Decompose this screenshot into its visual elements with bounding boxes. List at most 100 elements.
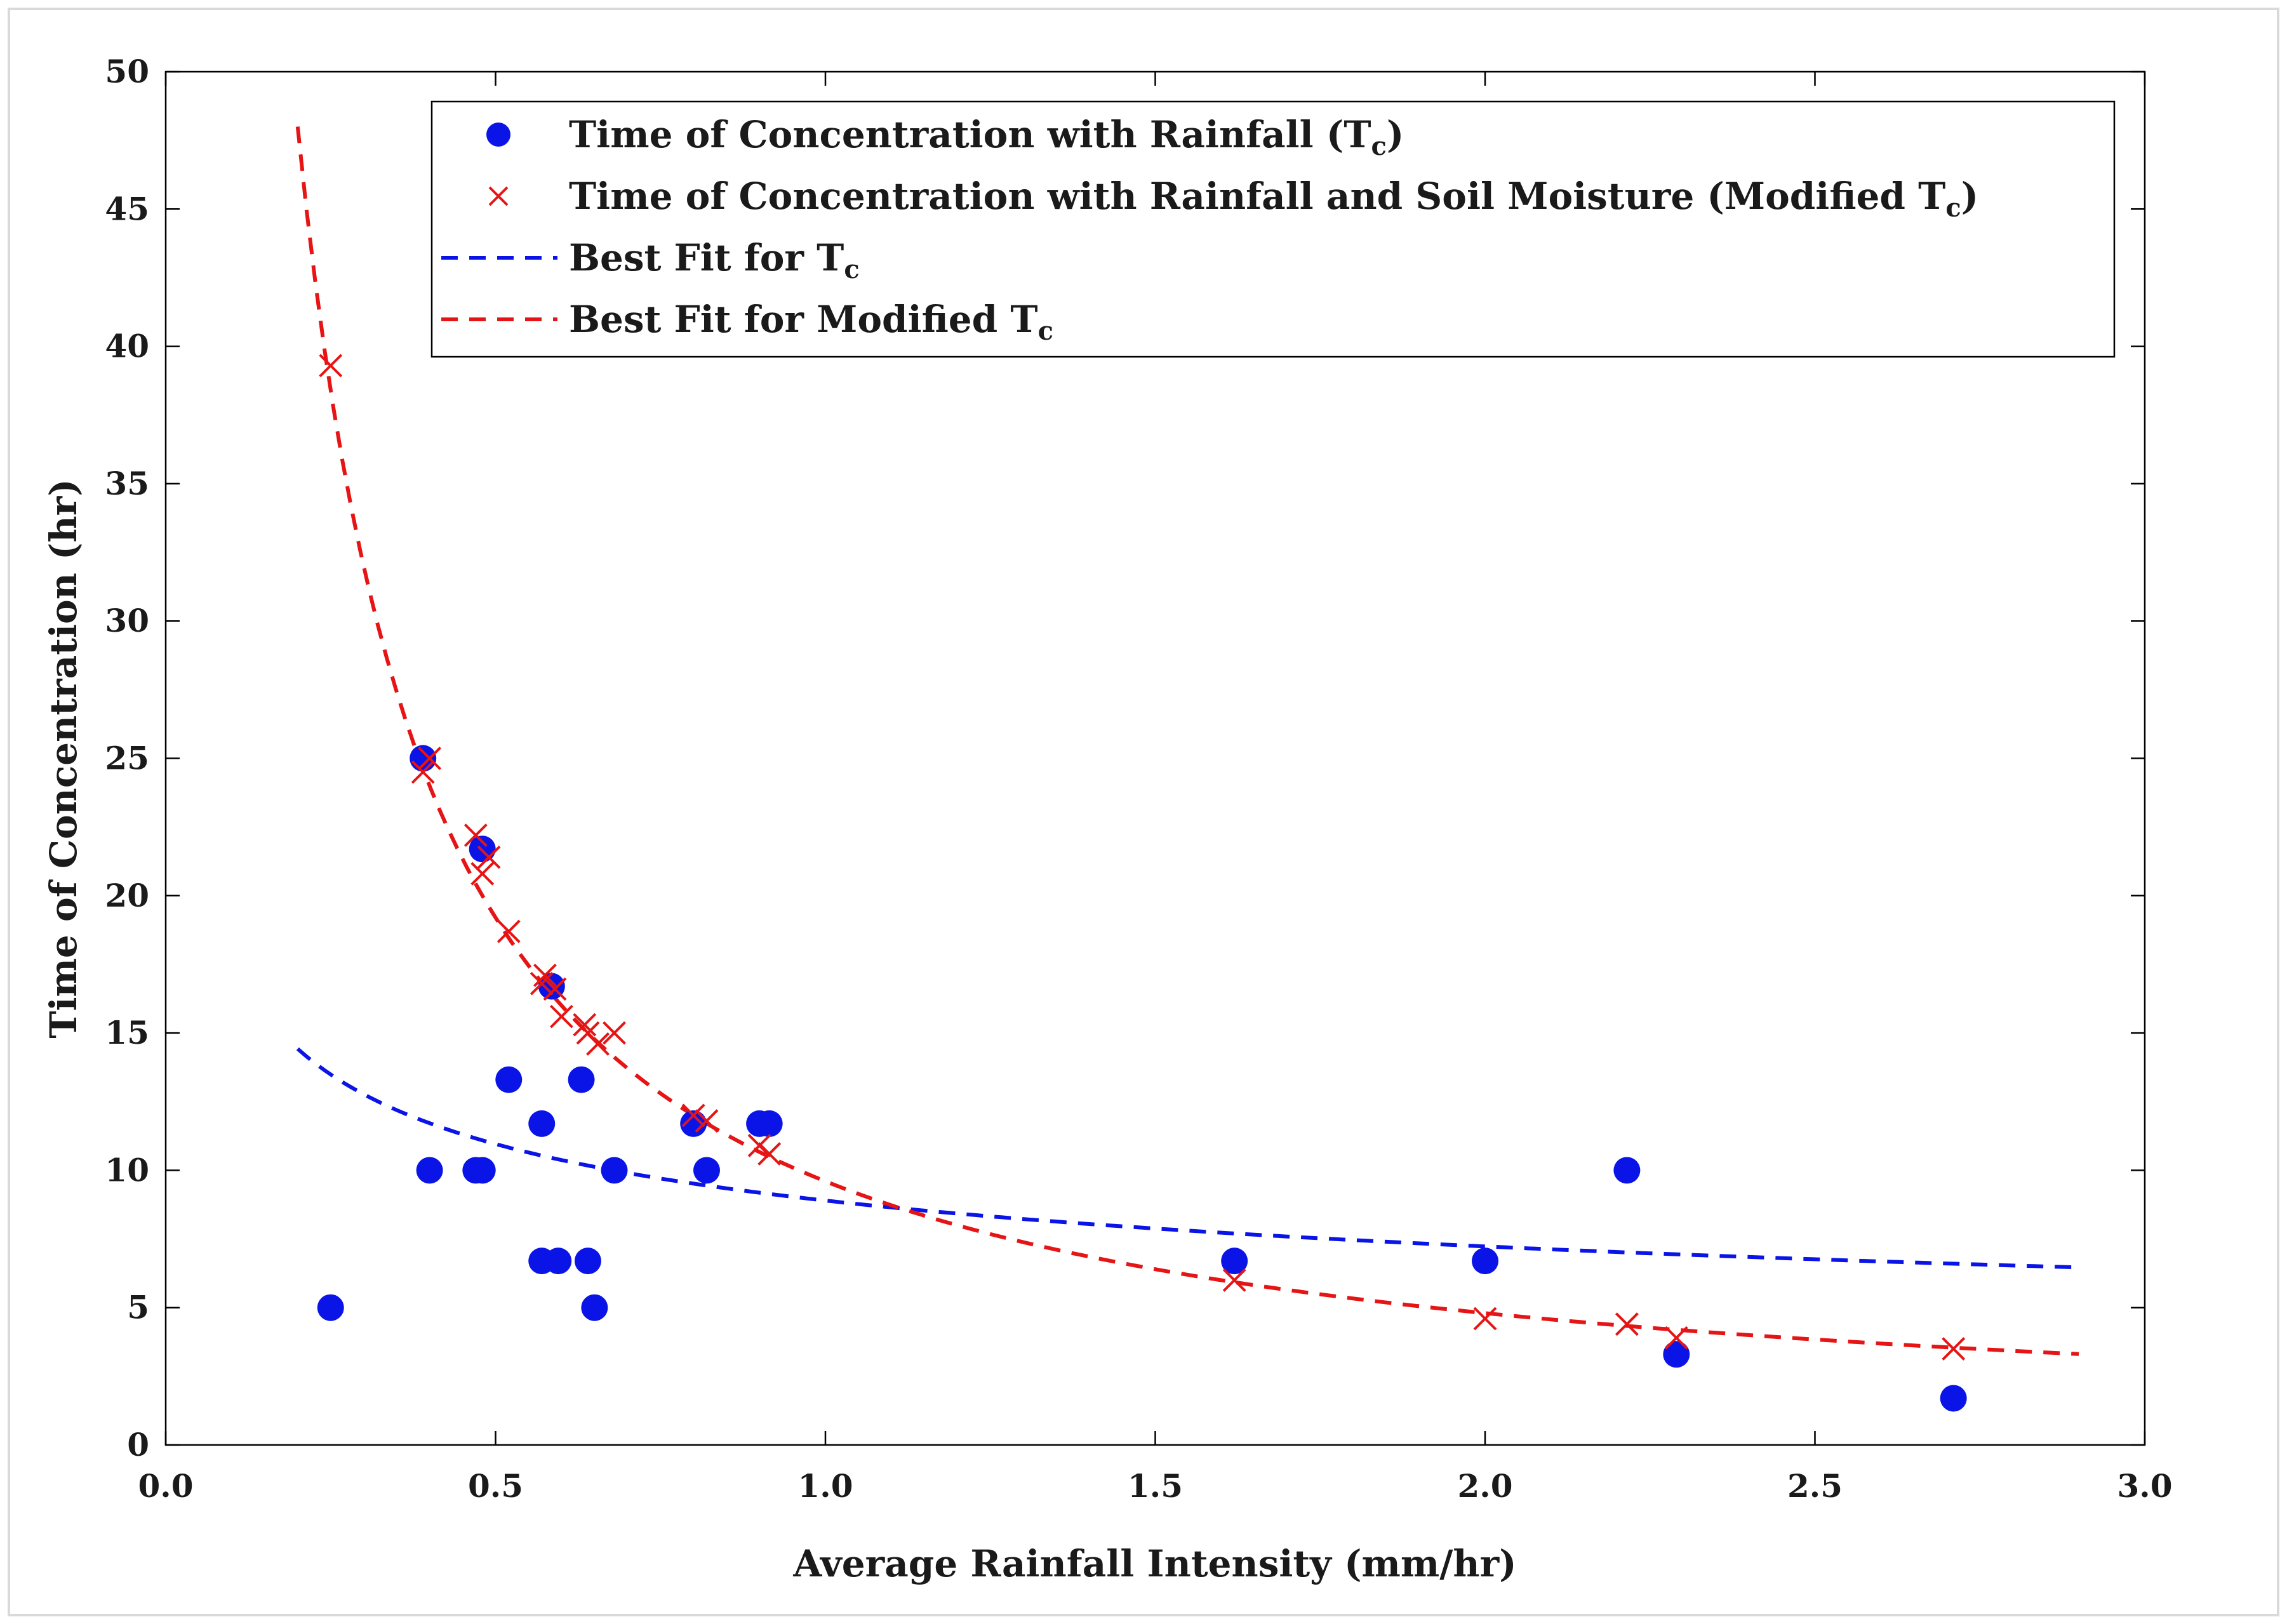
- data-point-modified-tc: [573, 1013, 597, 1037]
- data-point-modified-tc: [681, 1103, 705, 1128]
- y-tick-label: 45: [105, 190, 149, 227]
- legend-label-main: Time of Concentration with Rainfall and …: [569, 175, 1945, 218]
- data-point-tc: [756, 1110, 783, 1137]
- legend-label-subscript: c: [1945, 193, 1961, 223]
- legend-label-3: Best Fit for Tc: [569, 236, 860, 284]
- cross-stroke: [463, 823, 488, 848]
- y-tick-label: 10: [105, 1151, 149, 1188]
- y-tick-label: 25: [105, 740, 149, 777]
- data-point-modified-tc: [603, 1021, 626, 1045]
- legend-label-main: Best Fit for T: [569, 236, 844, 279]
- y-tick-label: 30: [105, 602, 149, 639]
- data-point-modified-tc: [549, 1004, 573, 1028]
- axis-ticks: 0.0 0.5 1.0 1.5 2.0 2.5 3.0 0 5 10 15 20 25 30 35 40 45 5…: [105, 53, 2172, 1505]
- data-point-modified-tc: [757, 1142, 782, 1166]
- data-point-modified-tc: [530, 971, 554, 995]
- data-point-tc: [680, 1110, 707, 1137]
- x-axis-title: Average Rainfall Intensity (mm/hr): [792, 1542, 1516, 1585]
- legend-label-subscript: c: [1038, 316, 1053, 346]
- data-point-modified-tc: [1664, 1326, 1688, 1350]
- data-point-modified-tc: [418, 747, 442, 770]
- y-tick-label: 40: [105, 328, 149, 365]
- legend-label-main: Time of Concentration with Rainfall (T: [569, 113, 1371, 156]
- data-point-modified-tc: [1615, 1312, 1639, 1336]
- cross-stroke: [530, 971, 554, 995]
- data-point-tc: [1940, 1385, 1967, 1412]
- data-point-modified-tc: [533, 963, 557, 987]
- data-point-tc: [528, 1110, 556, 1137]
- legend-box: [430, 100, 2116, 358]
- y-tick-label: 20: [105, 877, 149, 914]
- legend-label-2: Time of Concentration with Rainfall and …: [569, 175, 1978, 223]
- cross-stroke: [1664, 1326, 1688, 1350]
- cross-stroke: [586, 1032, 610, 1056]
- cross-stroke: [543, 977, 567, 1001]
- cross-stroke: [603, 1021, 626, 1045]
- cross-stroke: [695, 1109, 719, 1133]
- legend-label-suffix: ): [1387, 113, 1404, 156]
- cross-stroke: [477, 845, 501, 869]
- fit-line-tc: [296, 1047, 2079, 1270]
- data-point-modified-tc: [463, 823, 488, 848]
- data-point-modified-tc: [586, 1032, 610, 1056]
- y-tick-label: 5: [127, 1289, 149, 1326]
- cross-stroke: [1473, 1307, 1497, 1331]
- data-point-tc: [545, 1248, 572, 1275]
- x-tick-label: 2.0: [1458, 1467, 1513, 1505]
- data-point-tc: [1221, 1248, 1248, 1275]
- cross-stroke: [411, 760, 435, 784]
- data-point-tc: [581, 1294, 608, 1321]
- data-point-modified-tc: [319, 354, 343, 378]
- data-point-tc: [495, 1066, 523, 1093]
- legend-label-4: Best Fit for Modified Tc: [569, 298, 1053, 346]
- y-tick-label: 35: [105, 465, 149, 502]
- data-point-tc: [568, 1066, 595, 1093]
- data-point-modified-tc: [497, 919, 521, 943]
- legend-marker-tc: [486, 123, 510, 147]
- data-point-tc: [1472, 1248, 1498, 1275]
- cross-stroke: [533, 963, 557, 987]
- x-tick-label: 0.5: [468, 1467, 523, 1505]
- cross-stroke: [470, 862, 495, 886]
- cross-stroke: [1942, 1337, 1966, 1361]
- cross-stroke: [1615, 1312, 1639, 1336]
- data-point-tc: [601, 1157, 628, 1184]
- legend-label-suffix: ): [1961, 175, 1978, 218]
- legend-label-subscript: c: [1371, 131, 1387, 161]
- data-point-modified-tc: [1942, 1337, 1966, 1361]
- legend-label-subscript: c: [844, 255, 859, 284]
- data-point-modified-tc: [477, 845, 501, 869]
- data-point-modified-tc: [1222, 1268, 1246, 1292]
- data-point-tc: [469, 1157, 496, 1184]
- legend-label-main: Best Fit for Modified T: [569, 298, 1038, 341]
- data-point-tc: [317, 1294, 344, 1321]
- x-tick-label: 1.0: [798, 1467, 853, 1505]
- plot-area: [295, 126, 2079, 1412]
- data-point-tc: [1613, 1157, 1641, 1184]
- y-axis-title: Time of Concentration (hr): [42, 479, 85, 1038]
- y-tick-label: 0: [127, 1426, 149, 1463]
- data-point-modified-tc: [1473, 1307, 1497, 1331]
- cross-stroke: [1222, 1268, 1246, 1292]
- y-tick-label: 15: [105, 1014, 149, 1051]
- y-tick-label: 50: [105, 53, 149, 90]
- cross-stroke: [549, 1004, 573, 1028]
- figure-border: [8, 8, 2279, 1616]
- x-tick-label: 3.0: [2117, 1467, 2173, 1505]
- data-point-modified-tc: [411, 760, 435, 784]
- x-tick-label: 2.5: [1787, 1467, 1843, 1505]
- x-tick-label: 1.5: [1128, 1467, 1183, 1505]
- data-point-tc: [1663, 1341, 1690, 1368]
- data-point-tc: [416, 1157, 443, 1184]
- cross-stroke: [418, 747, 442, 770]
- cross-stroke: [573, 1013, 597, 1037]
- legend-marker-modified-tc: [488, 186, 509, 206]
- cross-stroke: [497, 919, 521, 943]
- cross-stroke: [757, 1142, 782, 1166]
- data-point-tc: [574, 1248, 601, 1275]
- legend: Time of Concentration with Rainfall (Tc)…: [430, 100, 2116, 358]
- data-point-modified-tc: [470, 862, 495, 886]
- data-point-tc: [410, 745, 437, 772]
- legend-label-1: Time of Concentration with Rainfall (Tc): [569, 113, 1404, 161]
